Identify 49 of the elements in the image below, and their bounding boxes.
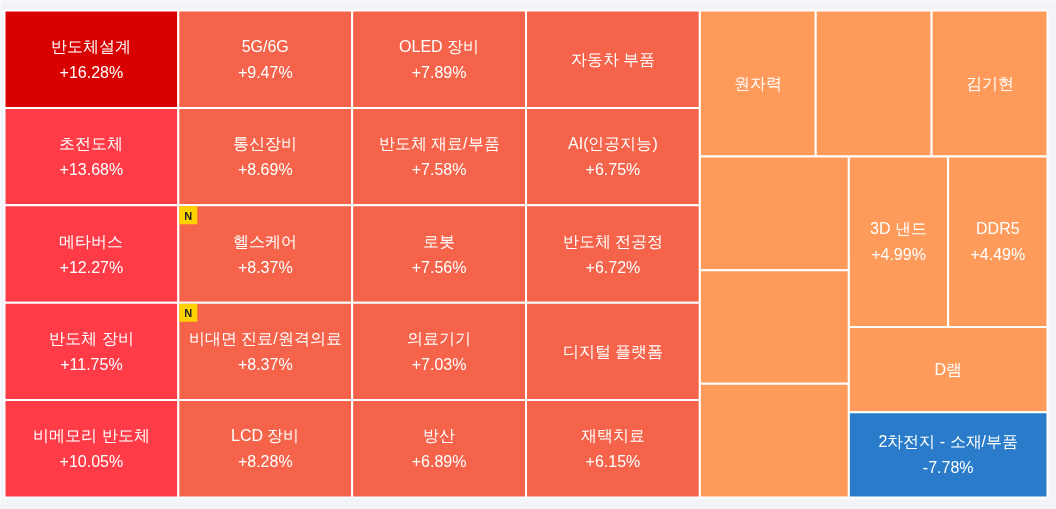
- data-label: +13.68%: [59, 161, 124, 179]
- text: N: [184, 307, 193, 320]
- category-label: 3D 낸드: [870, 220, 927, 238]
- category-label: 방산: [423, 427, 456, 445]
- data-label: +12.27%: [59, 258, 124, 276]
- text: N: [184, 209, 193, 222]
- data-label: +7.03%: [411, 355, 467, 373]
- data-label: +8.37%: [237, 355, 293, 373]
- data-label: -7.78%: [922, 459, 974, 477]
- data-label: +8.28%: [237, 453, 293, 471]
- category-label: 원자력: [733, 75, 782, 93]
- category-label: AI(인공지능): [568, 135, 658, 153]
- category-label: 비메모리 반도체: [33, 427, 150, 445]
- category-label: 의료기기: [407, 329, 472, 347]
- data-label: +6.72%: [585, 258, 641, 276]
- data-label: +6.15%: [585, 453, 641, 471]
- category-label: 자동차 부품: [570, 50, 656, 68]
- category-label: 통신장비: [233, 135, 298, 153]
- data-label: +8.37%: [237, 258, 293, 276]
- category-label: LCD 장비: [231, 427, 300, 445]
- data-label: +6.89%: [411, 453, 467, 471]
- category-label: 김기현: [965, 75, 1014, 93]
- category-label: 반도체 재료/부품: [378, 135, 500, 153]
- data-label: +16.28%: [59, 63, 124, 81]
- data-label: +6.75%: [585, 161, 641, 179]
- category-label: 5G/6G: [241, 37, 289, 55]
- category-label: 로봇: [423, 232, 456, 250]
- category-label: DDR5: [976, 220, 1020, 238]
- category-label: 반도체 장비: [49, 329, 134, 347]
- data-label: +9.47%: [237, 63, 293, 81]
- category-label: 2차전지 - 소재/부품: [878, 433, 1018, 451]
- data-label: +10.05%: [59, 453, 124, 471]
- data-label: +4.49%: [970, 246, 1026, 264]
- category-label: 디지털 플랫폼: [562, 342, 664, 360]
- data-label: +7.56%: [411, 258, 467, 276]
- category-label: 비대면 진료/원격의료: [188, 329, 342, 347]
- category-label: D램: [934, 361, 962, 379]
- category-label: 초전도체: [59, 135, 124, 153]
- data-label: +8.69%: [237, 161, 293, 179]
- data-label: +4.99%: [871, 246, 926, 264]
- data-label: +7.89%: [411, 63, 467, 81]
- category-label: 헬스케어: [233, 232, 298, 250]
- data-label: +7.58%: [411, 161, 467, 179]
- category-label: 메타버스: [59, 232, 124, 250]
- category-label: 재택치료: [580, 427, 645, 445]
- category-label: 반도체설계: [51, 37, 132, 55]
- category-label: 반도체 전공정: [562, 232, 664, 250]
- data-label: +11.75%: [60, 355, 123, 373]
- category-label: OLED 장비: [399, 37, 480, 55]
